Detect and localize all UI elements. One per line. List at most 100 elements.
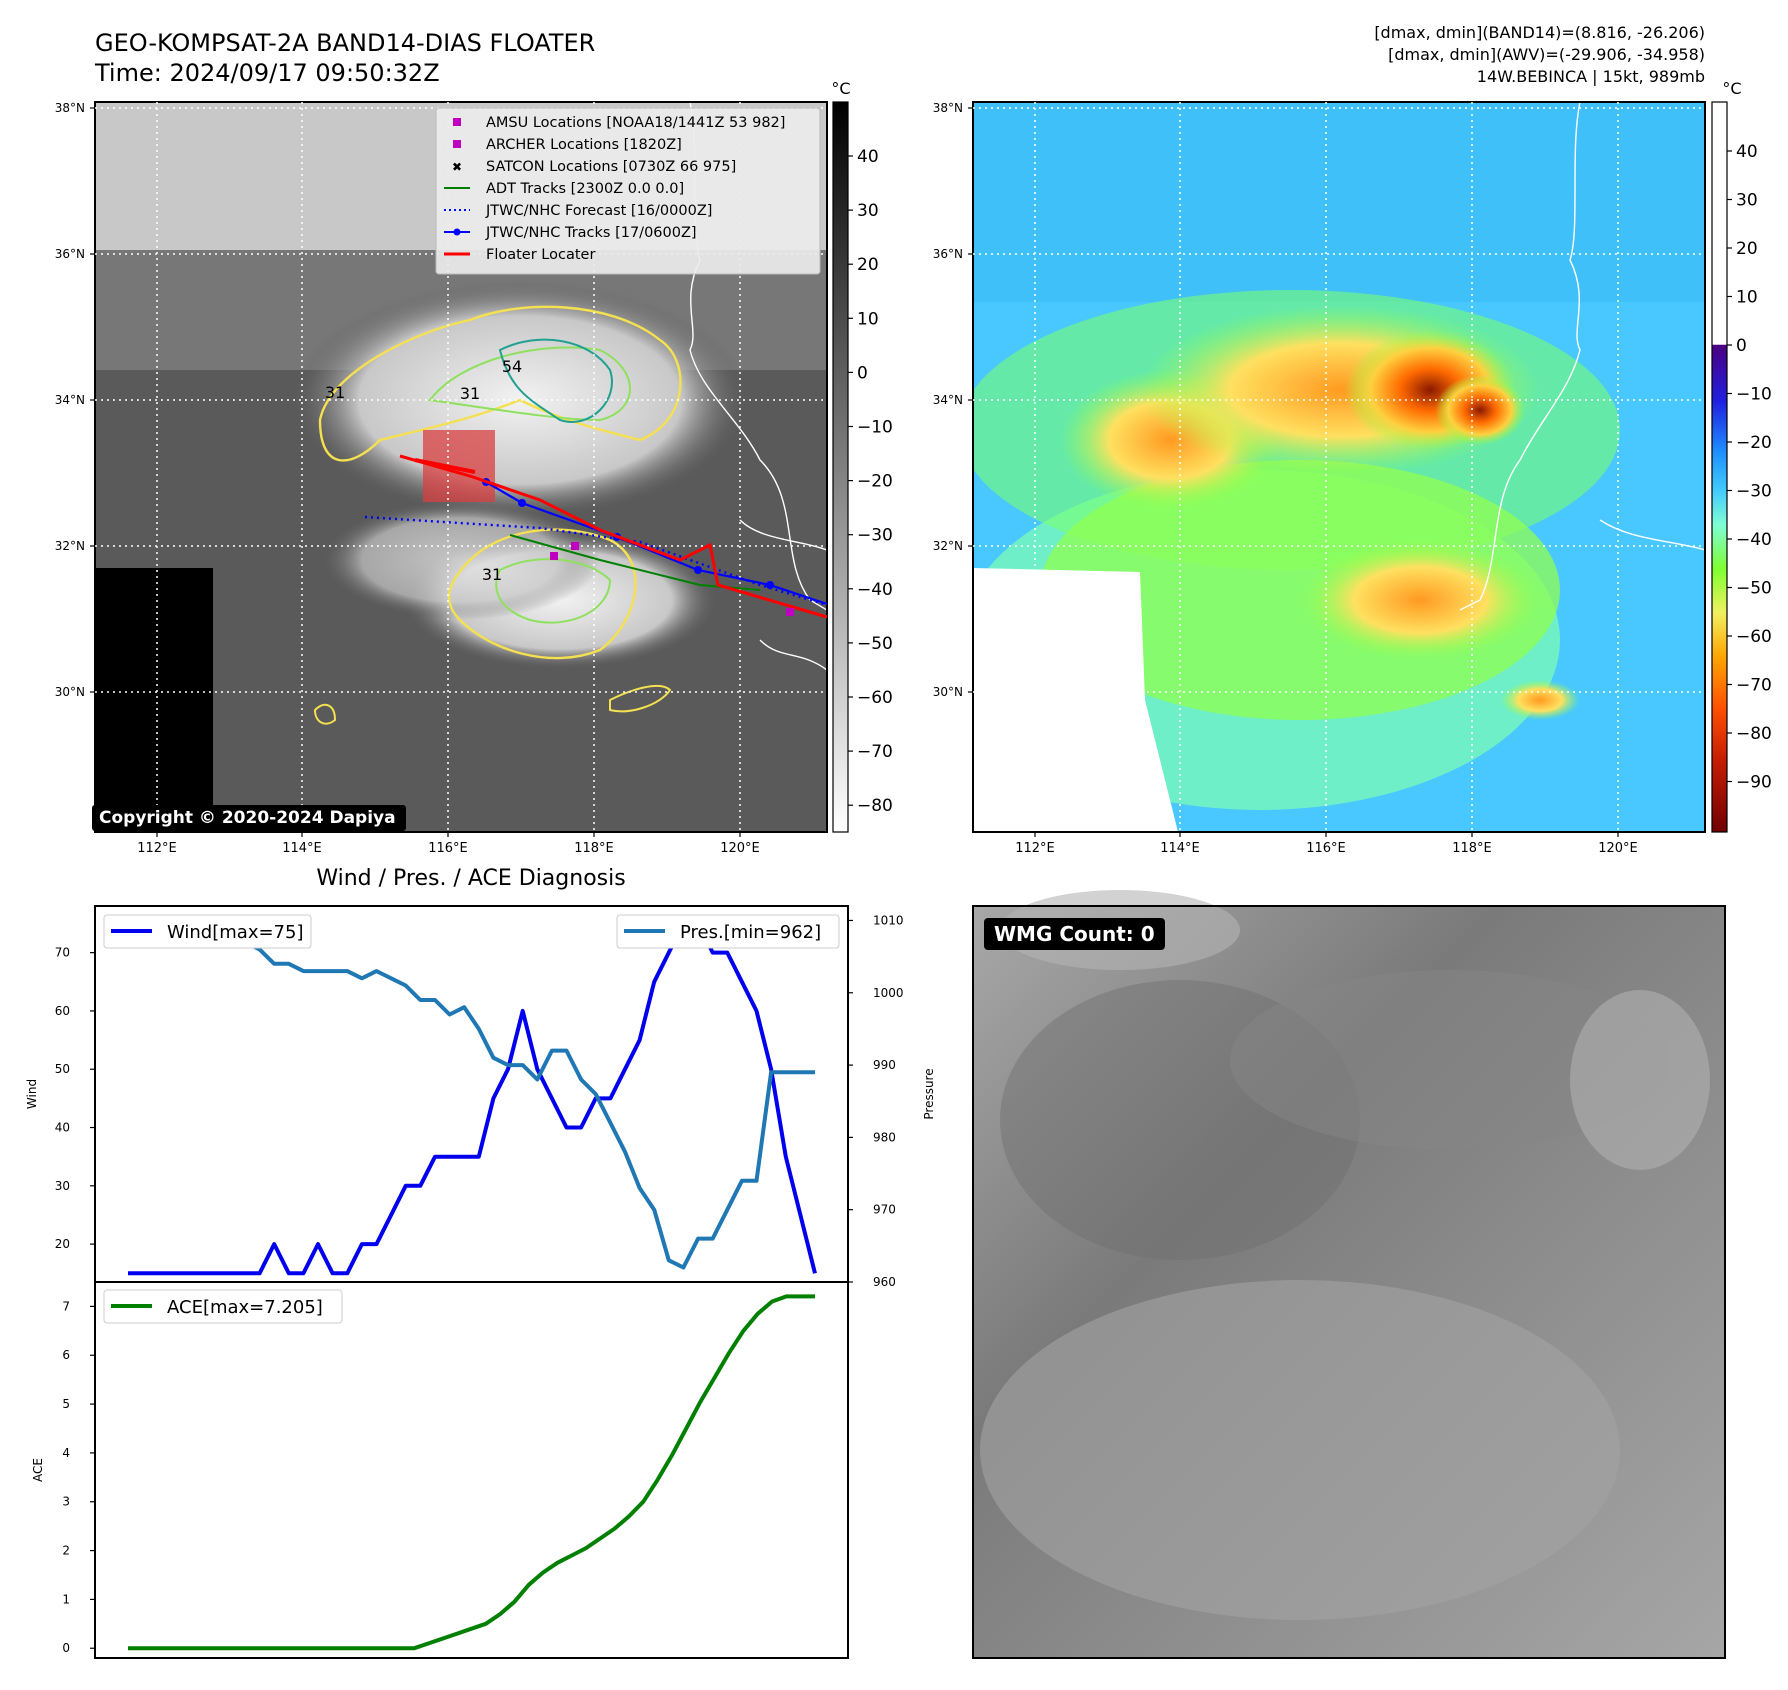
lon-tick-label: 120°E	[1598, 841, 1638, 856]
ir-legend: AMSU Locations [NOAA18/1441Z 53 982] ARCH…	[435, 107, 821, 275]
lat-tick-label: 36°N	[55, 247, 85, 261]
y-tick-label: 40	[55, 1121, 70, 1135]
lat-tick-label: 32°N	[55, 539, 85, 553]
wmg-panel	[972, 890, 1726, 1659]
wmg-count-badge: WMG Count: 0	[984, 918, 1165, 950]
colorbar-tick-label: −20	[1736, 433, 1772, 453]
y2-tick-label: 990	[873, 1058, 896, 1072]
track-point	[766, 581, 774, 589]
pressure-legend: Pres.[min=962]	[616, 914, 840, 949]
y-tick-label: 7	[62, 1299, 70, 1313]
colorbar-tick-label: −90	[1736, 773, 1772, 793]
stats-line1: [dmax, dmin](BAND14)=(8.816, -26.206)	[1374, 23, 1705, 42]
colorbar-tick-label: −40	[857, 580, 893, 600]
pressure-y-ticks: 960 970 980 990 1000 1010	[848, 913, 904, 1289]
colorbar-tick-label: 0	[857, 363, 868, 383]
amsu-marker	[786, 608, 794, 616]
colorbar-tick-label: 40	[1736, 142, 1758, 162]
wind-legend-label: Wind[max=75]	[167, 922, 304, 943]
wind-legend: Wind[max=75]	[103, 914, 312, 949]
ir-contour-labels: 54 31 31 31	[325, 357, 522, 584]
legend-label: Floater Locater	[486, 247, 595, 263]
pressure-axis-label: Pressure	[922, 1068, 936, 1119]
lat-tick-label: 34°N	[933, 393, 963, 407]
colorbar-tick-label: −80	[857, 796, 893, 816]
legend-marker	[453, 140, 461, 148]
colorbar-tick-label: −40	[1736, 530, 1772, 550]
colorbar-tick-label: −30	[1736, 482, 1772, 502]
ace-legend: ACE[max=7.205]	[103, 1289, 343, 1324]
track-point	[694, 566, 702, 574]
lon-tick-label: 112°E	[137, 841, 177, 856]
colorbar-tick-label: 10	[857, 309, 879, 329]
y-tick-label: 6	[62, 1348, 70, 1362]
legend-label: ARCHER Locations [1820Z]	[486, 137, 682, 153]
contour-label: 54	[502, 357, 522, 376]
y2-tick-label: 980	[873, 1130, 896, 1144]
colorbar-tick-label: 20	[857, 255, 879, 275]
lat-tick-label: 34°N	[55, 393, 85, 407]
lat-tick-label: 36°N	[933, 247, 963, 261]
colorbar-tick-label: −70	[857, 742, 893, 762]
legend-label: JTWC/NHC Tracks [17/0600Z]	[485, 225, 697, 241]
wind-pressure-chart: Wind Pressure 20 30 40 50 60 70 960 970 980 990 1…	[25, 905, 936, 1289]
stats-line3: 14W.BEBINCA | 15kt, 989mb	[1477, 67, 1705, 86]
ace-y-ticks: 0 1 2 3 4 5 6 7	[62, 1299, 95, 1655]
ace-axis-label: ACE	[31, 1458, 45, 1482]
y2-tick-label: 960	[873, 1275, 896, 1289]
forecast-track	[364, 515, 827, 607]
lat-tick-label: 30°N	[933, 685, 963, 699]
colorbar-tick-label: −10	[857, 418, 893, 438]
ir-colorbar: °C 40 30 20 10 0 −10 −20 −30 −40 −50 −60 −70 −80	[831, 79, 893, 833]
lon-tick-label: 116°E	[428, 841, 468, 856]
amsu-marker	[571, 542, 579, 550]
lon-tick-label: 112°E	[1015, 841, 1055, 856]
colorbar-tick-label: 10	[1736, 288, 1758, 308]
colorbar-tick-label: −70	[1736, 676, 1772, 696]
lon-tick-label: 114°E	[282, 841, 322, 856]
lon-tick-label: 118°E	[574, 841, 614, 856]
lon-tick-label: 116°E	[1306, 841, 1346, 856]
series-line	[128, 1294, 815, 1651]
figure-title-line1: GEO-KOMPSAT-2A BAND14-DIAS FLOATER	[95, 29, 595, 57]
lon-tick-label: 114°E	[1160, 841, 1200, 856]
y2-tick-label: 970	[873, 1203, 896, 1217]
ir-colorbar-unit: °C	[831, 79, 850, 98]
amsu-marker	[550, 552, 558, 560]
colorbar-tick-label: −60	[1736, 627, 1772, 647]
legend-label: SATCON Locations [0730Z 66 975]	[486, 159, 736, 175]
ir-colorbar-ticks: 40 30 20 10 0 −10 −20 −30 −40 −50 −60 −70 −80	[848, 147, 893, 816]
figure-title-line2: Time: 2024/09/17 09:50:32Z	[94, 59, 440, 87]
legend-label: JTWC/NHC Forecast [16/0000Z]	[485, 203, 712, 219]
lon-tick-label: 118°E	[1452, 841, 1492, 856]
legend-label: ADT Tracks [2300Z 0.0 0.0]	[486, 181, 684, 197]
awv-colorbar: °C 40 30 20 10 0 −10 −20 −30 −40 −50 −60 −70 −80 −90	[1711, 79, 1772, 833]
y-tick-label: 0	[62, 1641, 70, 1655]
colorbar-tick-label: 30	[1736, 191, 1758, 211]
stats-line2: [dmax, dmin](AWV)=(-29.906, -34.958)	[1388, 45, 1705, 64]
wind-y-ticks: 20 30 40 50 60 70	[55, 946, 95, 1251]
track-point	[518, 499, 526, 507]
wind-axis-label: Wind	[25, 1079, 39, 1109]
colorbar-tick-label: −50	[857, 634, 893, 654]
lat-tick-label: 30°N	[55, 685, 85, 699]
colorbar-tick-label: −50	[1736, 579, 1772, 599]
y2-tick-label: 1010	[873, 913, 904, 927]
colorbar-tick-label: −30	[857, 526, 893, 546]
copyright-badge: Copyright © 2020-2024 Dapiya	[92, 805, 406, 831]
contour-label: 31	[482, 565, 502, 584]
colorbar-tick-label: 30	[857, 201, 879, 221]
awv-longitude-labels: 112°E 114°E 116°E 118°E 120°E	[1015, 832, 1638, 856]
ir-longitude-labels: 112°E 114°E 116°E 118°E 120°E	[137, 832, 760, 856]
legend-marker-dot	[453, 228, 461, 236]
colorbar-tick-label: 40	[857, 147, 879, 167]
colorbar-tick-label: −20	[857, 472, 893, 492]
contour-label: 31	[325, 383, 345, 402]
lon-tick-label: 120°E	[720, 841, 760, 856]
lat-tick-label: 32°N	[933, 539, 963, 553]
legend-label: AMSU Locations [NOAA18/1441Z 53 982]	[486, 115, 785, 131]
ace-chart: ACE 0 1 2 3 4 5 6 7 ACE[max=7.205]	[31, 1281, 849, 1659]
y-tick-label: 50	[55, 1062, 70, 1076]
y-tick-label: 3	[62, 1495, 70, 1509]
y2-tick-label: 1000	[873, 986, 904, 1000]
